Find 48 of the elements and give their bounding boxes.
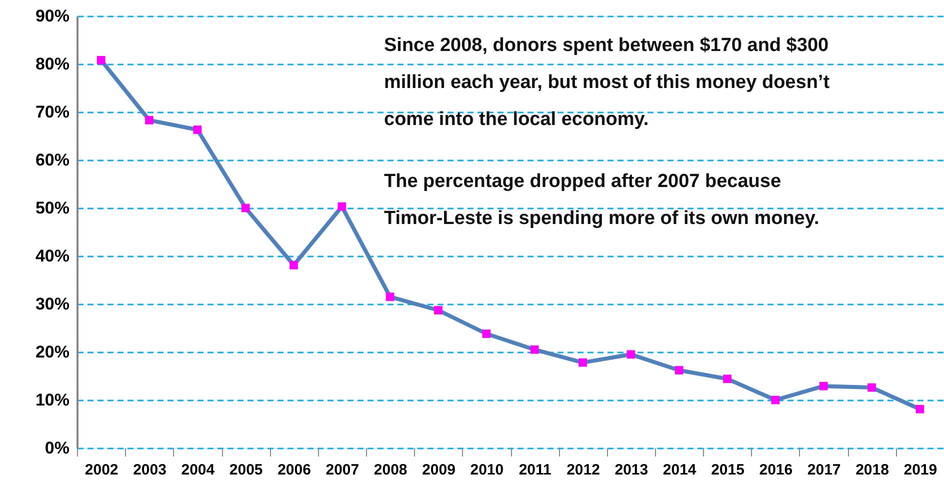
point bbox=[241, 204, 250, 212]
x-tick-label: 2005 bbox=[229, 462, 263, 478]
point bbox=[916, 404, 924, 414]
annotation: The percentage dropped after 2007 because Timor-Leste is spending more of its own money. bbox=[384, 171, 820, 229]
x-tick-label: 2018 bbox=[856, 462, 889, 478]
y-tick-label: 0% bbox=[44, 438, 70, 458]
x-tick-label: 2017 bbox=[807, 462, 841, 478]
x-tick-label: 2019 bbox=[904, 462, 938, 478]
point bbox=[338, 202, 346, 211]
y-tick-label: 60% bbox=[35, 150, 70, 170]
x-tick-label: 2008 bbox=[374, 462, 408, 478]
x-tick-label: 2010 bbox=[470, 462, 504, 478]
annotation: Since 2008, donors spent between $170 and $300 million each year, but most of this money doesn’t come into the local economy. bbox=[384, 35, 830, 130]
point bbox=[482, 330, 491, 338]
x-tick-label: 2009 bbox=[422, 462, 456, 478]
point bbox=[868, 383, 876, 392]
point bbox=[626, 350, 636, 359]
x-tick-label: 2012 bbox=[566, 462, 600, 478]
x-tick-label: 2003 bbox=[133, 462, 166, 478]
y-tick-label: 90% bbox=[35, 6, 70, 26]
x-tick-label: 2015 bbox=[711, 462, 744, 478]
point bbox=[434, 306, 442, 314]
x-tick-label: 2014 bbox=[662, 462, 697, 478]
point bbox=[771, 396, 780, 404]
y-tick-label: 50% bbox=[35, 198, 70, 218]
point bbox=[723, 374, 732, 384]
y-tick-label: 70% bbox=[35, 102, 70, 122]
x-tick-label: 2016 bbox=[759, 462, 793, 478]
point bbox=[145, 116, 154, 124]
y-tick-label: 10% bbox=[35, 390, 70, 410]
point bbox=[674, 366, 684, 374]
point bbox=[386, 292, 394, 301]
point bbox=[578, 358, 587, 367]
point bbox=[819, 382, 828, 390]
point bbox=[193, 126, 202, 134]
x-tick-label: 2011 bbox=[518, 462, 552, 478]
point bbox=[290, 260, 298, 270]
y-tick-label: 40% bbox=[35, 246, 70, 266]
y-tick-label: 30% bbox=[35, 294, 70, 314]
x-tick-label: 2002 bbox=[84, 462, 118, 478]
x-tick-label: 2004 bbox=[181, 462, 216, 478]
x-tick-label: 2007 bbox=[326, 462, 360, 478]
x-tick-label: 2013 bbox=[614, 462, 648, 478]
y-tick-label: 20% bbox=[35, 342, 70, 362]
point bbox=[96, 56, 106, 64]
point bbox=[530, 345, 539, 354]
x-tick-label: 2006 bbox=[278, 462, 311, 478]
y-tick-label: 80% bbox=[35, 54, 70, 74]
